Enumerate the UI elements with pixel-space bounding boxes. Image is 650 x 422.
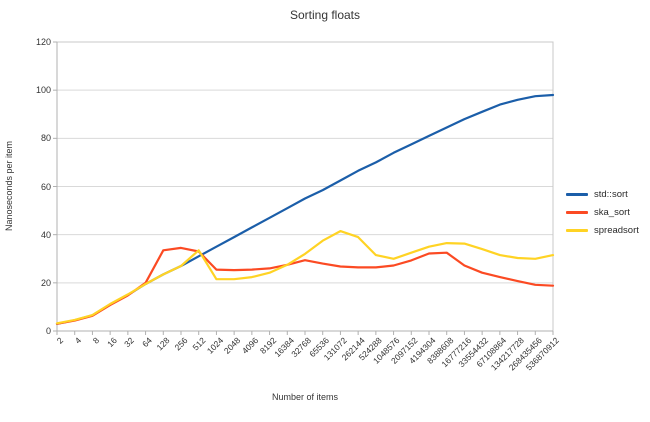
chart-title: Sorting floats <box>289 8 361 22</box>
legend-swatch <box>566 229 588 232</box>
legend-swatch <box>566 211 588 214</box>
y-tick-label: 0 <box>45 326 51 336</box>
y-tick-label: 60 <box>40 181 51 192</box>
y-axis-title: Nanoseconds per item <box>4 140 14 232</box>
legend-item-ska-sort: ska_sort <box>566 207 639 218</box>
legend-label: std::sort <box>594 189 628 200</box>
legend-item-spreadsort: spreadsort <box>566 225 639 236</box>
x-axis-title: Number of items <box>271 392 339 402</box>
series-line-std-sort <box>55 93 555 325</box>
y-tick-label: 80 <box>40 133 51 144</box>
y-tick-label: 20 <box>40 277 51 288</box>
legend-label: ska_sort <box>594 207 630 218</box>
legend-item-std-sort: std::sort <box>566 189 639 200</box>
y-tick-label: 120 <box>35 37 51 47</box>
series-line-spreadsort <box>55 230 555 325</box>
y-tick-label: 40 <box>40 229 51 240</box>
legend-label: spreadsort <box>594 225 639 236</box>
y-tick-label: 100 <box>35 85 51 96</box>
series-line-ska-sort <box>55 246 555 325</box>
legend-swatch <box>566 193 588 196</box>
